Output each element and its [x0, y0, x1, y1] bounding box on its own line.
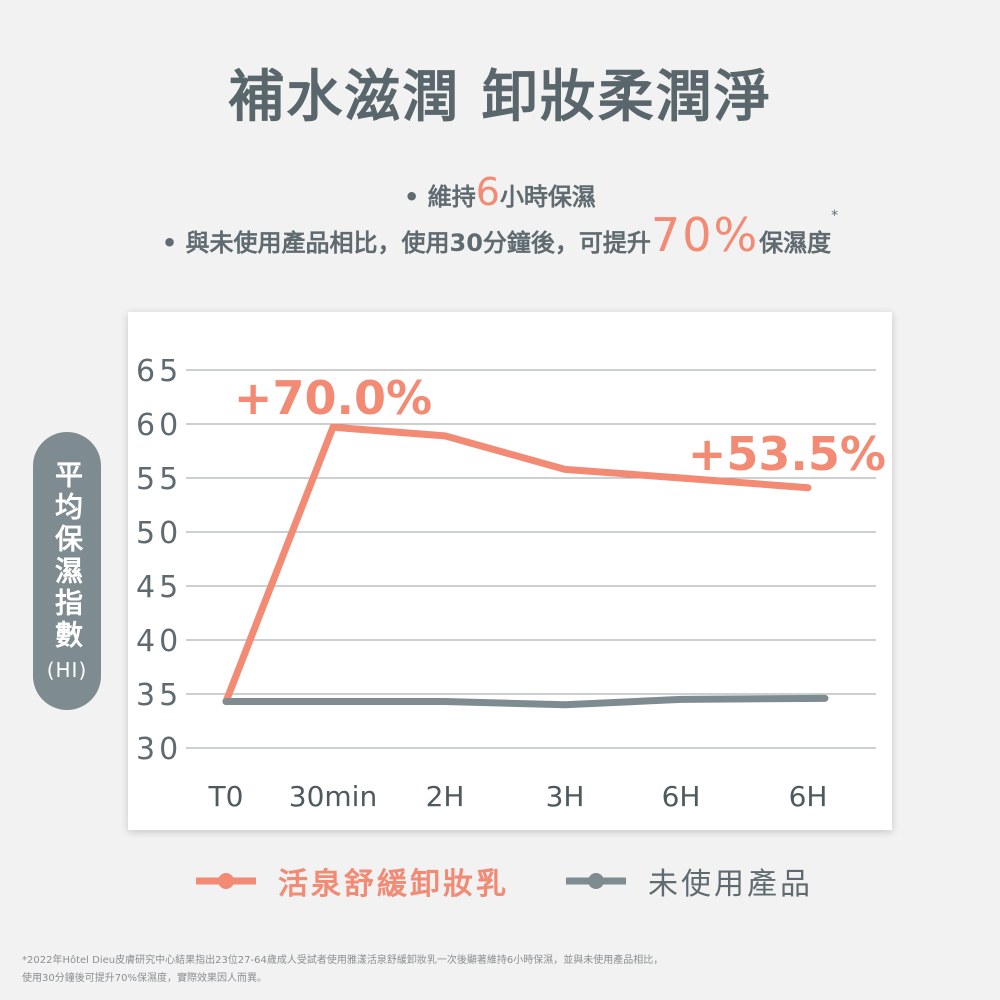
benefit-1-number: 6	[475, 170, 500, 214]
y-tick-label: 60	[136, 408, 182, 443]
benefit-line-2: • 與未使用產品相比，使用30分鐘後，可提升70%保濕度 *	[0, 208, 1000, 262]
benefit-line-1: • 維持6小時保濕	[0, 170, 1000, 214]
legend-item-product: 活泉舒緩卸妝乳	[196, 856, 509, 906]
series-line-product	[222, 423, 812, 706]
page-title: 補水滋潤 卸妝柔潤淨	[228, 65, 772, 130]
footnote-line-2: 使用30分鐘後可提升70%保濕度，實際效果因人而異。	[22, 973, 267, 984]
y-axis-label: 平均保濕指數 (HI)	[33, 432, 101, 710]
x-tick-label: 30min	[289, 780, 377, 813]
footnote-line-1: *2022年Hôtel Dieu皮膚研究中心結果指出23位27-64歲成人受試者…	[22, 955, 664, 966]
y-tick-label: 35	[136, 678, 182, 713]
series-line-control	[222, 694, 829, 709]
legend-label-product: 活泉舒緩卸妝乳	[278, 867, 509, 902]
data-label: +53.5%	[688, 427, 886, 481]
benefit-1-pre: 維持	[427, 183, 476, 211]
benefit-1-post: 小時保濕	[499, 183, 596, 211]
line-chart: 30 35 40 45 50 55 60 65 T0 30min 2H 3H 6H 6H +70.0% +53…	[136, 354, 886, 813]
legend-label-control: 未使用產品	[648, 867, 813, 902]
x-tick-label: T0	[208, 780, 244, 813]
x-tick-label: 6H	[662, 780, 701, 813]
chart-card: 30 35 40 45 50 55 60 65 T0 30min 2H 3H 6H 6H +70.0% +53…	[128, 312, 892, 830]
legend-swatch-product	[196, 873, 256, 889]
bullet-dot: •	[161, 229, 178, 257]
legend: 活泉舒緩卸妝乳 未使用產品	[0, 856, 1000, 906]
y-tick-label: 30	[136, 732, 182, 767]
x-tick-label: 3H	[546, 780, 585, 813]
x-tick-label: 6H	[789, 780, 828, 813]
y-tick-label: 65	[136, 354, 182, 389]
footnote-mark: *	[831, 208, 839, 224]
x-tick-label: 2H	[426, 780, 465, 813]
y-tick-label: 55	[136, 462, 182, 497]
y-axis-label-unit: (HI)	[46, 658, 88, 682]
legend-item-control: 未使用產品	[566, 856, 813, 906]
y-tick-label: 45	[136, 570, 182, 605]
footnote: *2022年Hôtel Dieu皮膚研究中心結果指出23位27-64歲成人受試者…	[22, 952, 982, 988]
benefit-2-post: 保濕度	[759, 229, 832, 257]
benefit-2-number: 70%	[650, 208, 760, 262]
legend-swatch-control	[566, 873, 626, 889]
bullet-dot: •	[404, 183, 420, 211]
y-tick-label: 40	[136, 624, 182, 659]
data-label: +70.0%	[234, 371, 432, 425]
benefit-2-pre: 與未使用產品相比，使用30分鐘後，可提升	[185, 229, 651, 257]
y-tick-label: 50	[136, 516, 182, 551]
y-axis-label-main: 平均保濕指數	[51, 460, 84, 652]
